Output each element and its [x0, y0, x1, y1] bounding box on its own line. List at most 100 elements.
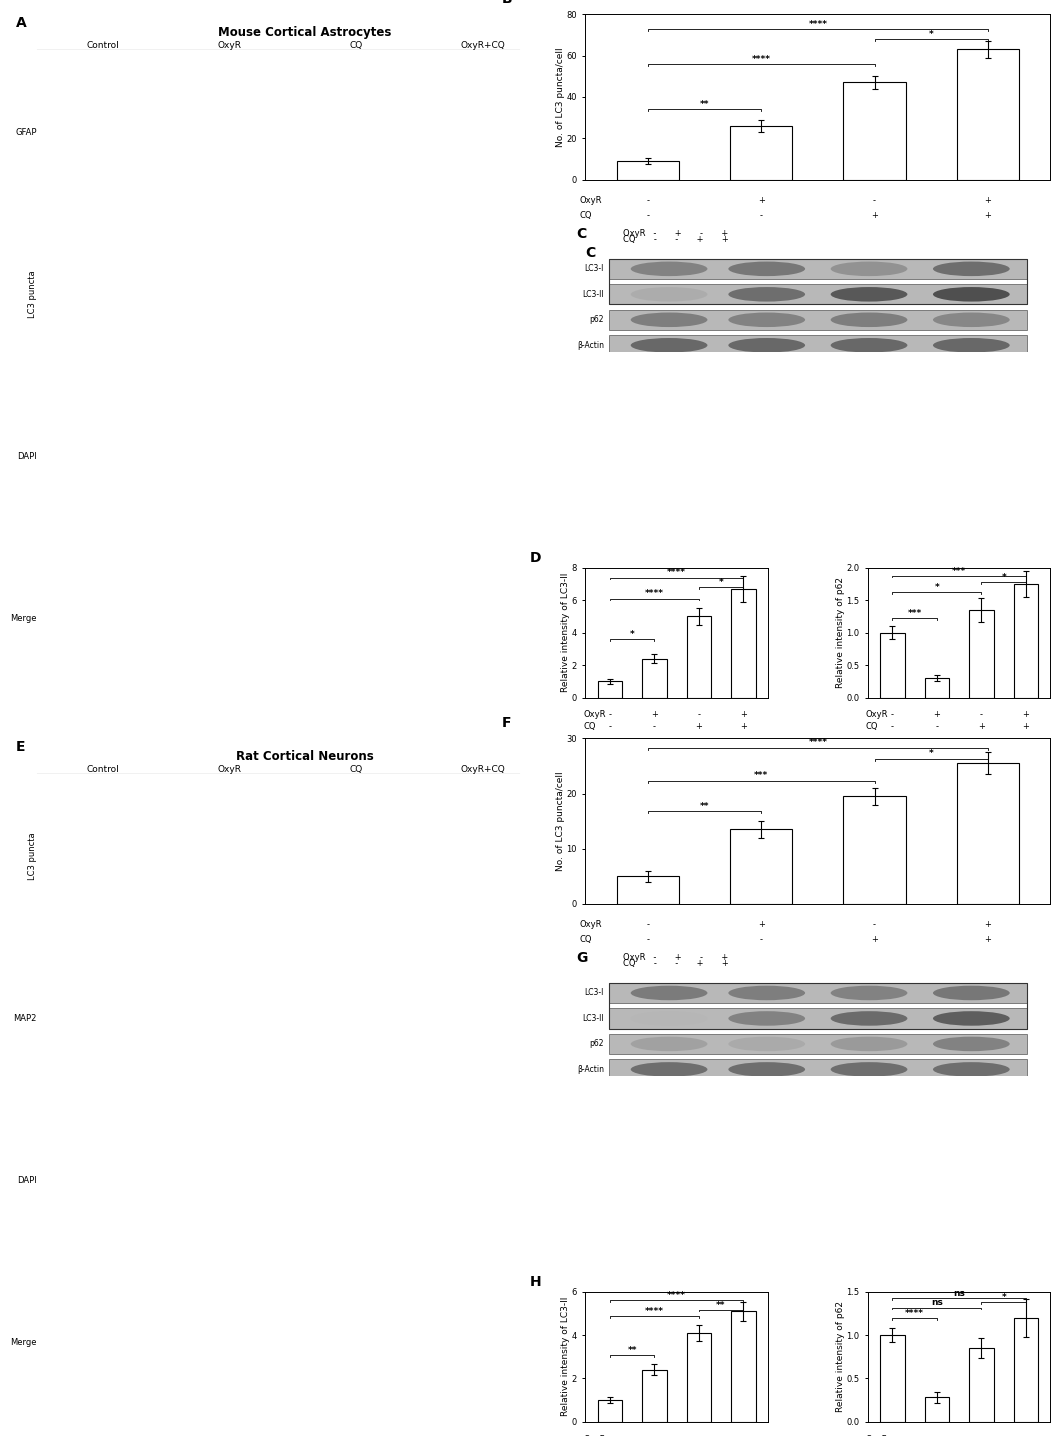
Text: ****: **** — [751, 55, 770, 63]
Ellipse shape — [933, 985, 1010, 1001]
Text: ***: *** — [907, 609, 922, 617]
Text: +: + — [1023, 722, 1029, 731]
Text: -: - — [608, 711, 611, 719]
Text: +: + — [758, 197, 765, 205]
Text: +: + — [1023, 711, 1029, 719]
Text: -: - — [646, 211, 649, 220]
Text: -: - — [760, 211, 763, 220]
Text: -: - — [646, 920, 649, 929]
Text: OxyR: OxyR — [218, 42, 241, 50]
Y-axis label: Relative intensity of p62: Relative intensity of p62 — [836, 577, 846, 688]
Text: LC3-I: LC3-I — [585, 264, 604, 273]
Bar — [957, 49, 1020, 180]
Text: +: + — [978, 722, 985, 731]
Text: *: * — [629, 630, 634, 639]
Text: +: + — [934, 711, 940, 719]
Ellipse shape — [728, 1063, 805, 1077]
Text: OxyR: OxyR — [218, 765, 241, 774]
Text: 10 μm: 10 μm — [504, 671, 526, 676]
Text: LC3-II: LC3-II — [582, 1014, 604, 1022]
Bar — [925, 678, 950, 698]
FancyBboxPatch shape — [609, 1008, 1027, 1028]
Ellipse shape — [630, 313, 708, 327]
Ellipse shape — [933, 261, 1010, 276]
Text: ***: *** — [754, 771, 768, 780]
Text: p62: p62 — [590, 316, 604, 325]
Text: *: * — [1002, 573, 1006, 582]
Text: LC3 puncta: LC3 puncta — [28, 270, 37, 319]
Ellipse shape — [831, 1011, 907, 1025]
Text: ns: ns — [932, 1298, 943, 1307]
Text: ****: **** — [667, 1291, 686, 1300]
Text: ***: *** — [952, 567, 967, 576]
Ellipse shape — [728, 261, 805, 276]
Bar — [843, 82, 906, 180]
Text: OxyR   -       +       -       +: OxyR - + - + — [623, 952, 728, 962]
Ellipse shape — [728, 337, 805, 352]
Ellipse shape — [728, 985, 805, 1001]
FancyBboxPatch shape — [609, 1060, 1027, 1080]
Y-axis label: No. of LC3 puncta/cell: No. of LC3 puncta/cell — [556, 47, 566, 146]
Text: +: + — [985, 935, 991, 943]
FancyBboxPatch shape — [609, 335, 1027, 355]
FancyBboxPatch shape — [609, 1034, 1027, 1054]
Text: CQ: CQ — [579, 211, 592, 220]
Ellipse shape — [933, 1037, 1010, 1051]
Ellipse shape — [933, 1011, 1010, 1025]
Text: B: B — [502, 0, 512, 6]
Text: β-Actin: β-Actin — [577, 1066, 604, 1074]
Text: +: + — [740, 722, 747, 731]
Text: Mouse Cortical Astrocytes: Mouse Cortical Astrocytes — [219, 26, 392, 39]
Bar — [616, 876, 679, 903]
Ellipse shape — [630, 1063, 708, 1077]
Text: ****: **** — [905, 1308, 924, 1318]
Text: *: * — [929, 750, 934, 758]
Text: CQ       -       -       +       +: CQ - - + + — [623, 236, 728, 244]
Text: C: C — [586, 246, 595, 260]
Text: +: + — [985, 211, 991, 220]
Bar — [642, 659, 666, 698]
Text: CQ       -       -       +       +: CQ - - + + — [623, 959, 728, 968]
Ellipse shape — [728, 1011, 805, 1025]
Ellipse shape — [728, 313, 805, 327]
FancyBboxPatch shape — [609, 284, 1027, 304]
Text: +: + — [871, 935, 879, 943]
Text: Control: Control — [86, 42, 119, 50]
Ellipse shape — [831, 287, 907, 302]
Bar — [730, 830, 793, 903]
Text: H: H — [529, 1275, 541, 1290]
Text: CQ: CQ — [584, 722, 595, 731]
Bar — [616, 161, 679, 180]
Text: CQ: CQ — [349, 42, 363, 50]
Bar — [881, 1335, 905, 1422]
Text: OxyR   -       +       -       +: OxyR - + - + — [623, 228, 728, 237]
Text: Rat Cortical Neurons: Rat Cortical Neurons — [236, 750, 373, 763]
Text: LC3 puncta: LC3 puncta — [28, 833, 37, 880]
Ellipse shape — [630, 337, 708, 352]
Text: *: * — [935, 583, 939, 592]
Text: E: E — [16, 741, 25, 754]
Text: -: - — [873, 920, 876, 929]
Text: -: - — [873, 197, 876, 205]
Ellipse shape — [630, 287, 708, 302]
Text: CQ: CQ — [349, 765, 363, 774]
Bar — [1013, 584, 1038, 698]
Text: **: ** — [716, 1301, 726, 1310]
Text: Merge: Merge — [11, 1338, 37, 1347]
Text: -: - — [891, 722, 894, 731]
Bar — [731, 1311, 755, 1422]
Text: -: - — [697, 711, 700, 719]
Text: -: - — [760, 935, 763, 943]
Text: OxyR+CQ: OxyR+CQ — [460, 42, 505, 50]
Ellipse shape — [831, 261, 907, 276]
Text: *: * — [1002, 1294, 1006, 1302]
Text: OxyR: OxyR — [584, 711, 606, 719]
Bar — [925, 1397, 950, 1422]
Text: DAPI: DAPI — [17, 452, 37, 461]
Ellipse shape — [831, 337, 907, 352]
Ellipse shape — [630, 1037, 708, 1051]
Text: -: - — [646, 197, 649, 205]
Text: D: D — [529, 551, 541, 566]
Y-axis label: No. of LC3 puncta/cell: No. of LC3 puncta/cell — [556, 771, 566, 870]
Bar — [881, 633, 905, 698]
